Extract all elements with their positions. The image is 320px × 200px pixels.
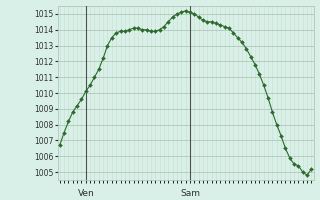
Text: Sam: Sam [180, 189, 200, 198]
Text: Ven: Ven [77, 189, 94, 198]
